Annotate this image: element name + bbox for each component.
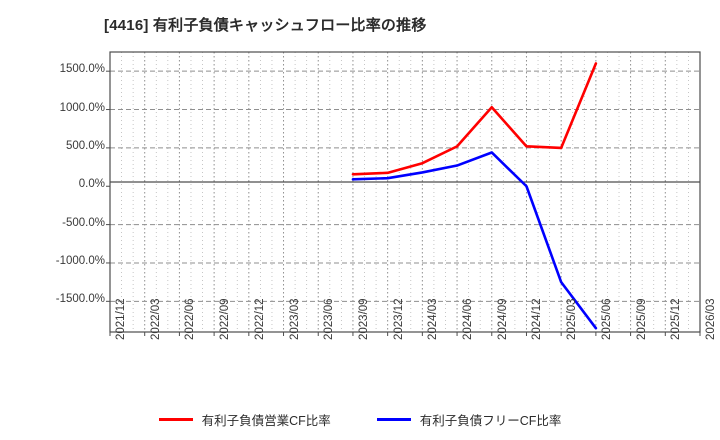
x-axis-tick-label: 2025/03	[566, 298, 579, 340]
legend-label-free-cf: 有利子負債フリーCF比率	[419, 413, 562, 428]
x-axis-tick-label: 2023/12	[392, 298, 405, 340]
y-axis-tick-label: 500.0%	[65, 139, 105, 152]
y-axis-tick-label: -1000.0%	[55, 254, 105, 267]
x-axis-tick-label: 2022/09	[219, 298, 232, 340]
y-axis-tick-label: -1500.0%	[55, 293, 105, 306]
x-axis-tick-label: 2023/09	[357, 298, 370, 340]
chart-title: [4416] 有利子負債キャッシュフロー比率の推移	[104, 17, 427, 34]
y-axis-tick-label: 0.0%	[78, 178, 105, 191]
legend-color-swatch-blue	[376, 417, 411, 421]
x-axis-tick-label: 2024/12	[531, 298, 544, 340]
x-axis-tick-label: 2021/12	[115, 298, 127, 340]
x-axis-tick-label: 2025/12	[670, 298, 683, 340]
x-axis-tick-label: 2026/03	[705, 298, 717, 340]
legend-item-free-cf[interactable]: 有利子負債フリーCF比率	[376, 410, 562, 429]
major-horizontal-gridlines	[110, 70, 700, 302]
x-axis-tick-label: 2025/06	[600, 298, 613, 340]
y-axis-tick-label: 1000.0%	[59, 101, 105, 114]
chart-legend: 有利子負債営業CF比率 有利子負債フリーCF比率	[0, 406, 720, 432]
series-line-operating-cf	[351, 62, 598, 176]
x-axis-tick-label: 2023/06	[323, 298, 336, 340]
x-axis-tick-label: 2022/03	[149, 298, 162, 340]
minor-vertical-gridlines	[121, 52, 689, 332]
x-axis-tick-label: 2024/06	[462, 298, 475, 340]
legend-item-operating-cf[interactable]: 有利子負債営業CF比率	[158, 410, 331, 429]
x-axis-tick-label: 2022/12	[253, 298, 266, 340]
x-axis-tick-label: 2022/06	[184, 298, 197, 340]
x-axis-tick-label: 2024/03	[427, 298, 440, 340]
major-vertical-gridlines	[144, 52, 666, 332]
x-axis-tick-label: 2024/09	[496, 298, 509, 340]
x-axis-tick-label: 2023/03	[288, 298, 301, 340]
plot-frame	[109, 51, 701, 333]
legend-color-swatch-red	[158, 417, 193, 421]
y-axis-tick-label: 1500.0%	[59, 63, 105, 76]
legend-label-operating-cf: 有利子負債営業CF比率	[201, 413, 331, 428]
y-axis-tick-label: -500.0%	[62, 216, 105, 229]
x-axis-tick-label: 2025/09	[635, 298, 648, 340]
y-axis-labels: 1500.0% 1000.0% 500.0% 0.0% -500.0% -1000.0% -…	[0, 0, 105, 340]
axis-tick-marks	[106, 70, 701, 336]
series-line-free-cf	[351, 151, 598, 330]
